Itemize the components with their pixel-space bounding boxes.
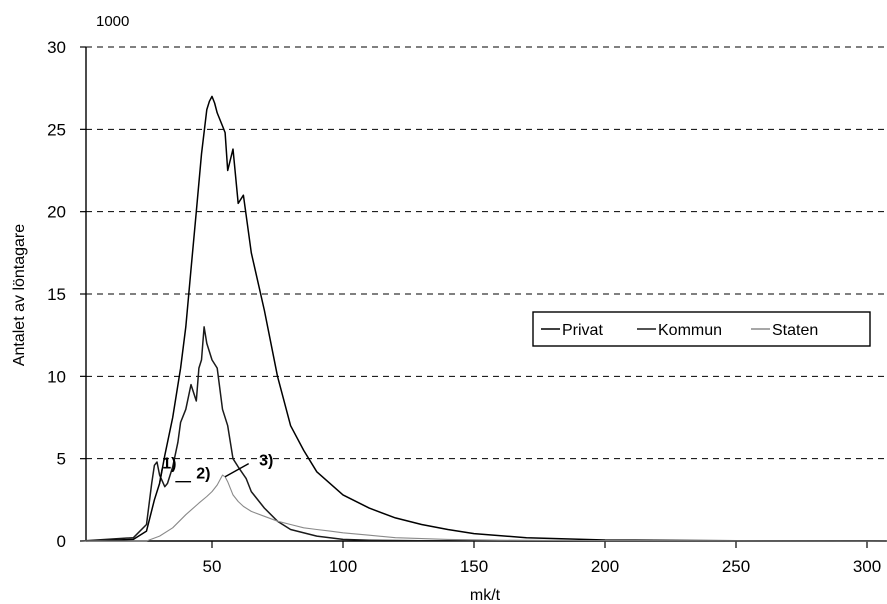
y-tick-labels: 0 5 10 15 20 25 30 <box>47 38 86 551</box>
y-axis-title: Antalet av löntagare <box>11 224 28 366</box>
y-tick-label-15: 15 <box>47 285 66 304</box>
y-tick-label-25: 25 <box>47 120 66 139</box>
x-tick-label-200: 200 <box>591 557 619 576</box>
x-tick-label-150: 150 <box>460 557 488 576</box>
x-tick-label-100: 100 <box>329 557 357 576</box>
legend: Privat Kommun Staten <box>532 311 871 347</box>
y-tick-label-5: 5 <box>57 450 66 469</box>
x-axis-title: mk/t <box>470 587 501 604</box>
y-tick-label-20: 20 <box>47 203 66 222</box>
y-tick-label-0: 0 <box>57 532 66 551</box>
gridlines <box>86 46 886 460</box>
annotations: 1) 2) 3) <box>158 452 273 484</box>
y-tick-label-10: 10 <box>47 367 66 386</box>
x-tick-label-250: 250 <box>722 557 750 576</box>
y-unit-label: 1000 <box>96 13 129 30</box>
y-tick-label-30: 30 <box>47 38 66 57</box>
annotation-label-2: 2) <box>196 465 210 482</box>
legend-box <box>532 311 871 347</box>
annotation-label-1: 1) <box>162 456 176 473</box>
legend-label-staten: Staten <box>772 322 818 339</box>
x-tick-label-50: 50 <box>203 557 222 576</box>
series-line-kommun <box>80 326 887 542</box>
series-line-staten <box>81 474 887 542</box>
x-tick-labels: 50 100 150 200 250 300 <box>203 541 881 576</box>
annotation-label-3: 3) <box>259 452 273 469</box>
legend-label-privat: Privat <box>562 322 603 339</box>
annotation-leader-3 <box>224 462 250 478</box>
x-tick-label-300: 300 <box>853 557 881 576</box>
legend-label-kommun: Kommun <box>658 322 722 339</box>
annotation-leader-1 <box>158 468 163 484</box>
series-line-privat <box>80 95 887 542</box>
